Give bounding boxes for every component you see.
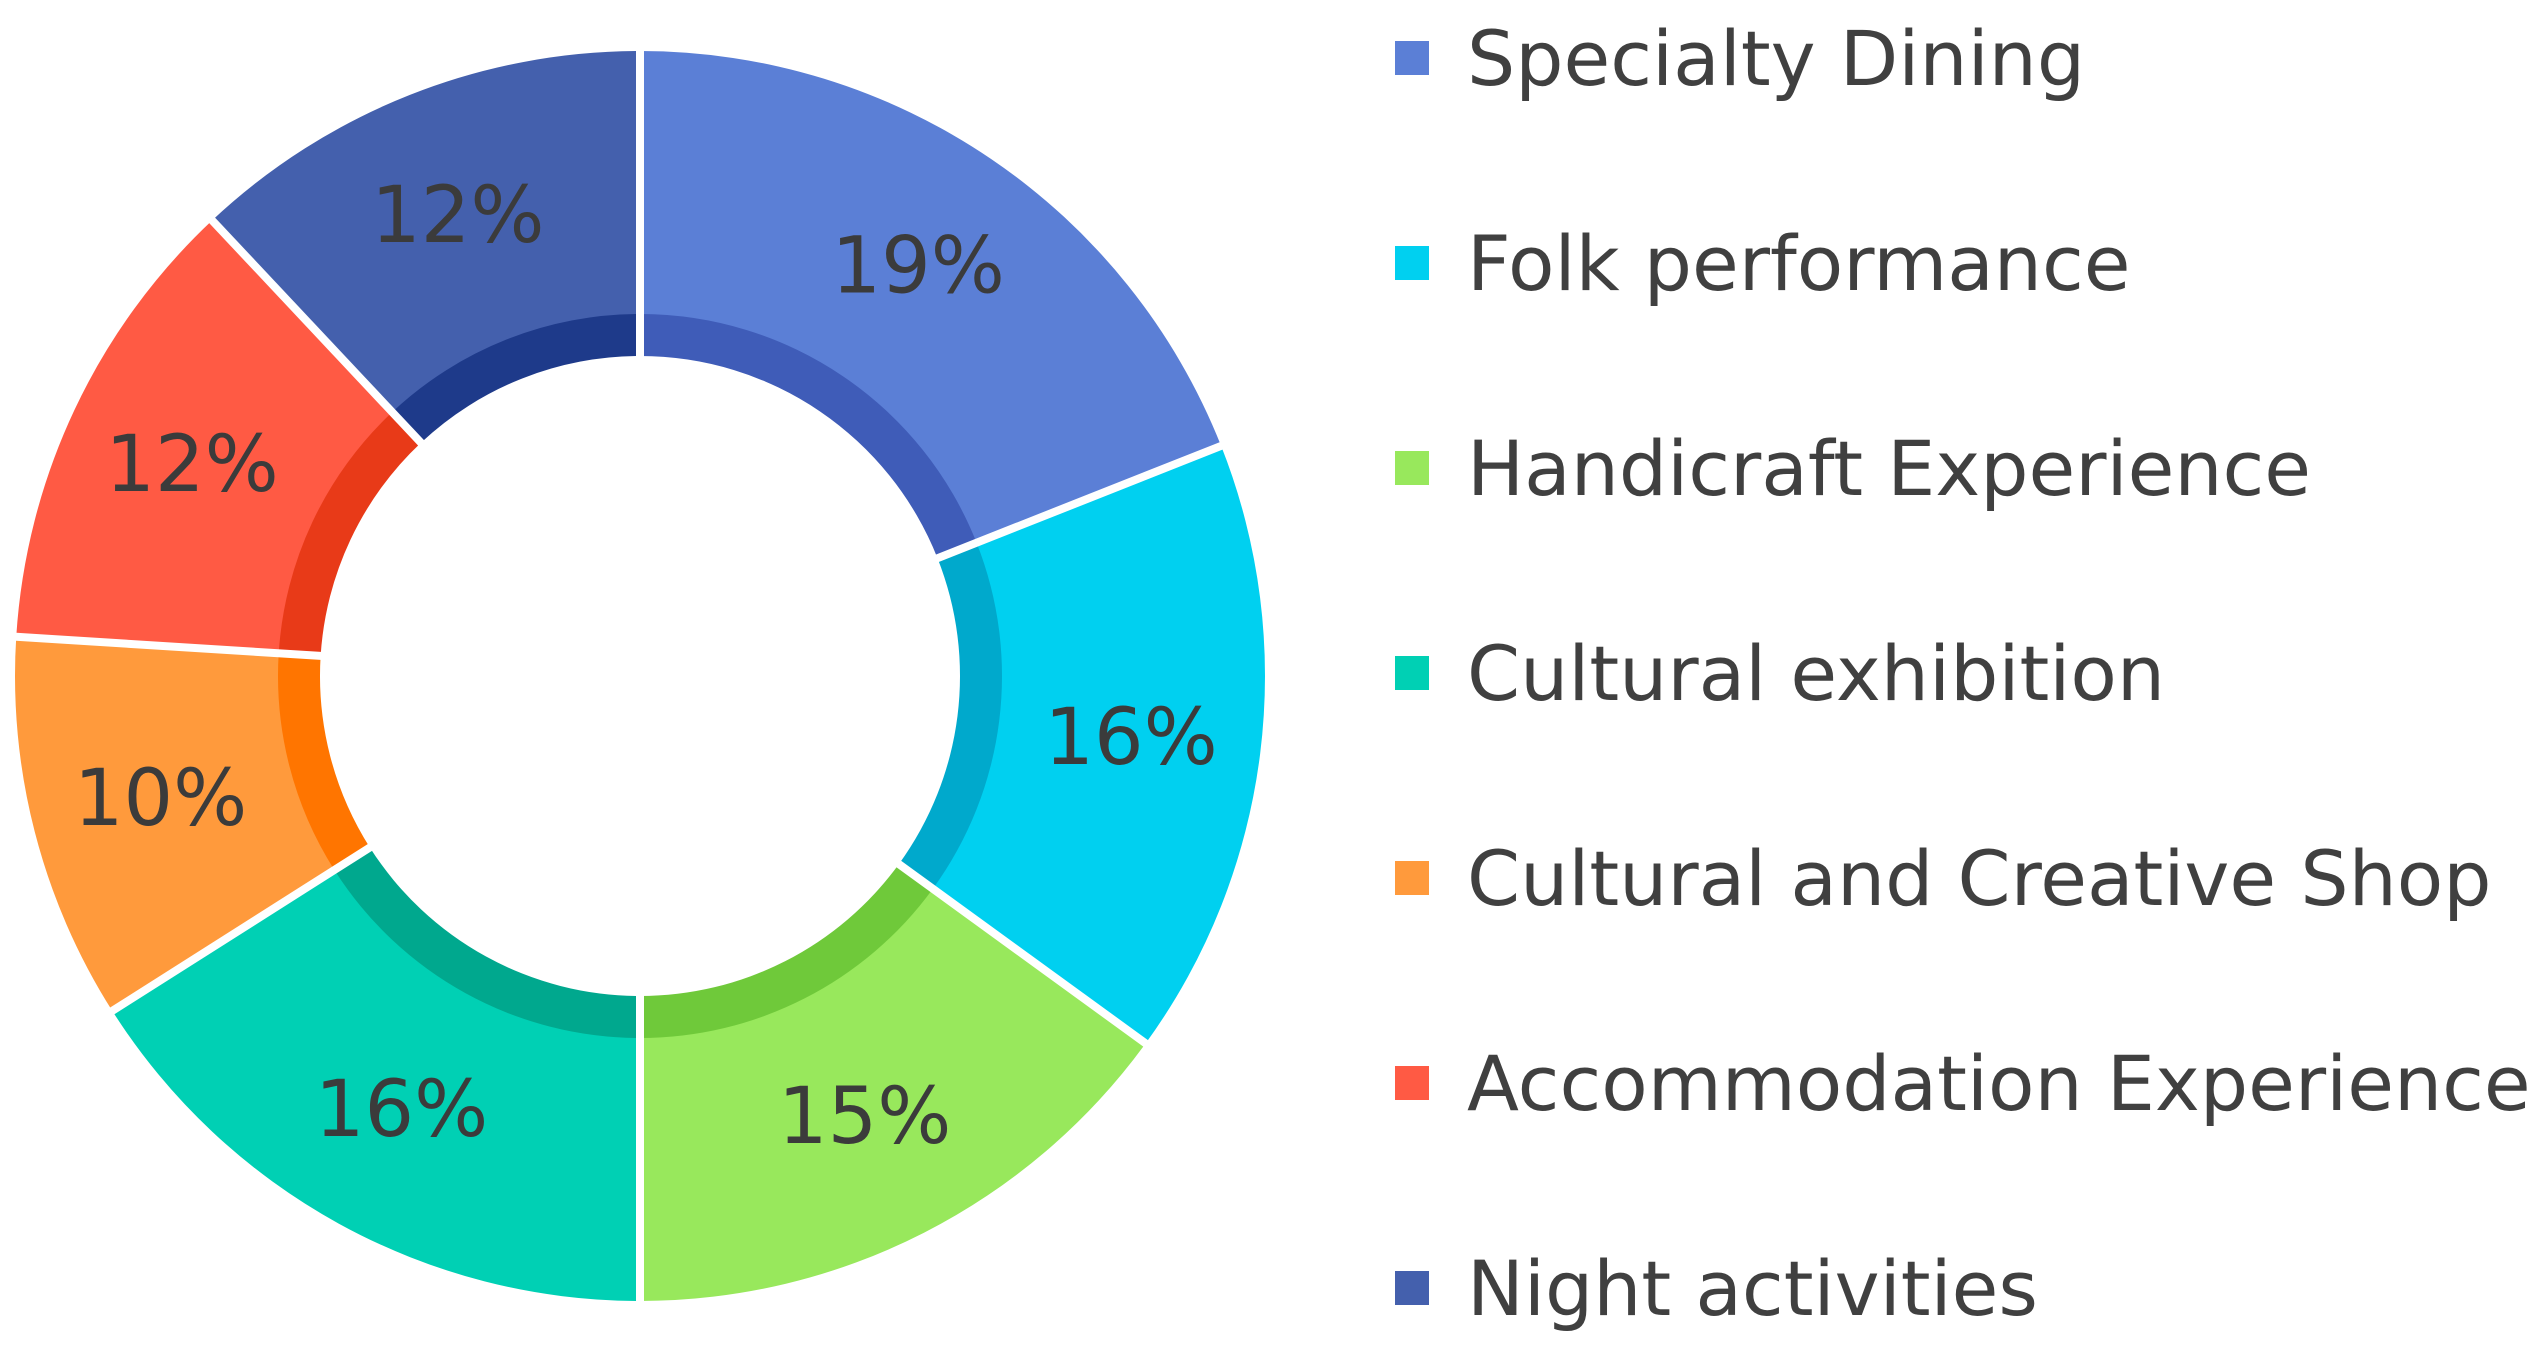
legend-label: Folk performance	[1467, 218, 2131, 308]
legend-swatch	[1395, 656, 1429, 690]
slice-inner-band-folk-performance	[898, 542, 1003, 889]
data-label-cultural-exhibition: 16%	[315, 1065, 488, 1155]
legend-label: Specialty Dining	[1467, 13, 2086, 103]
slice-inner-band-accommodation-experience	[278, 412, 421, 656]
legend-swatch	[1395, 41, 1429, 75]
slice-inner-band-night-activities	[392, 314, 640, 443]
slice-inner-band-handicraft-experience	[640, 864, 933, 1038]
legend-label: Handicraft Experience	[1467, 423, 2312, 513]
data-label-cultural-and-creative-shop: 10%	[74, 754, 247, 844]
slice-separator	[106, 841, 376, 1017]
data-label-handicraft-experience: 15%	[778, 1072, 951, 1162]
legend-label: Night activities	[1467, 1243, 2038, 1333]
slice-inner-band-specialty-dining	[640, 314, 977, 559]
donut-chart: 19% 16% 15% 16% 10% 12% 12%	[11, 50, 1265, 1301]
slice-cultural-exhibition	[112, 869, 640, 1301]
legend-swatch	[1395, 861, 1429, 895]
legend-item-night-activities: Night activities	[1395, 1243, 2038, 1333]
legend-item-cultural-and-creative-shop: Cultural and Creative Shop	[1395, 833, 2491, 923]
legend-item-folk-performance: Folk performance	[1395, 218, 2131, 308]
slice-accommodation-experience	[16, 220, 393, 654]
legend-label: Cultural and Creative Shop	[1467, 833, 2492, 923]
legend-item-handicraft-experience: Handicraft Experience	[1395, 423, 2311, 513]
legend-swatch	[1395, 1271, 1429, 1305]
slice-handicraft-experience	[640, 888, 1146, 1301]
legend: Specialty Dining Folk performance Handicra…	[1395, 0, 2527, 1353]
data-label-specialty-dining: 19%	[832, 222, 1005, 312]
data-label-folk-performance: 16%	[1044, 693, 1217, 783]
legend-label: Cultural exhibition	[1467, 628, 2166, 718]
legend-item-accommodation-experience: Accommodation Experience	[1395, 1038, 2527, 1128]
legend-item-cultural-exhibition: Cultural exhibition	[1395, 628, 2165, 718]
slice-inner-band-cultural-and-creative-shop	[278, 653, 370, 870]
legend-label: Accommodation Experience	[1467, 1038, 2527, 1128]
slice-separator	[11, 632, 325, 661]
legend-item-specialty-dining: Specialty Dining	[1395, 13, 2085, 103]
data-label-accommodation-experience: 12%	[105, 420, 278, 510]
data-label-night-activities: 12%	[371, 171, 544, 261]
slice-separator	[893, 858, 1152, 1049]
slice-separator	[206, 214, 427, 449]
slice-separator	[932, 440, 1227, 564]
slice-folk-performance	[932, 445, 1265, 1044]
slice-specialty-dining	[640, 51, 1222, 544]
slice-night-activities	[212, 50, 640, 413]
legend-swatch	[1395, 451, 1429, 485]
slice-inner-band-cultural-exhibition	[334, 847, 640, 1039]
legend-swatch	[1395, 246, 1429, 280]
legend-swatch	[1395, 1066, 1429, 1100]
